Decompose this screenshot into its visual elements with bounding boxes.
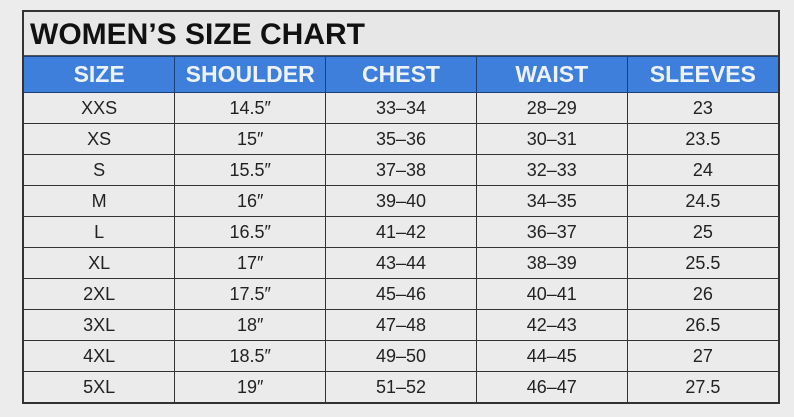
cell-sleeves: 26 — [626, 278, 778, 310]
cell-shoulder: 14.5″ — [174, 92, 327, 124]
cell-shoulder: 18″ — [174, 309, 327, 341]
cell-shoulder: 17″ — [174, 247, 327, 279]
chart-title: WOMEN’S SIZE CHART — [24, 12, 778, 56]
cell-shoulder: 16.5″ — [174, 216, 327, 248]
cell-waist: 40–41 — [475, 278, 628, 310]
table-row: XXS 14.5″ 33–34 28–29 23 — [24, 92, 778, 124]
table-row: M 16″ 39–40 34–35 24.5 — [24, 185, 778, 217]
table-row: 4XL 18.5″ 49–50 44–45 27 — [24, 340, 778, 372]
cell-waist: 36–37 — [475, 216, 628, 248]
cell-size: XXS — [24, 92, 176, 124]
cell-chest: 47–48 — [325, 309, 477, 341]
cell-size: 4XL — [24, 340, 176, 372]
cell-size: M — [24, 185, 176, 217]
cell-waist: 34–35 — [475, 185, 628, 217]
cell-size: S — [24, 154, 176, 186]
cell-sleeves: 24 — [626, 154, 778, 186]
table-row: L 16.5″ 41–42 36–37 25 — [24, 216, 778, 248]
table-row: S 15.5″ 37–38 32–33 24 — [24, 154, 778, 186]
cell-chest: 37–38 — [325, 154, 477, 186]
column-header-chest: CHEST — [325, 56, 477, 93]
cell-chest: 41–42 — [325, 216, 477, 248]
cell-shoulder: 19″ — [174, 371, 327, 402]
cell-chest: 39–40 — [325, 185, 477, 217]
column-header-waist: WAIST — [475, 56, 628, 93]
cell-shoulder: 16″ — [174, 185, 327, 217]
cell-chest: 49–50 — [325, 340, 477, 372]
column-header-shoulder: SHOULDER — [174, 56, 327, 93]
cell-waist: 30–31 — [475, 123, 628, 155]
cell-size: 3XL — [24, 309, 176, 341]
header-row: SIZE SHOULDER CHEST WAIST SLEEVES — [24, 56, 778, 93]
cell-sleeves: 27 — [626, 340, 778, 372]
cell-sleeves: 25.5 — [626, 247, 778, 279]
cell-sleeves: 26.5 — [626, 309, 778, 341]
cell-chest: 51–52 — [325, 371, 477, 402]
cell-shoulder: 17.5″ — [174, 278, 327, 310]
table-row: 5XL 19″ 51–52 46–47 27.5 — [24, 371, 778, 402]
table-row: 3XL 18″ 47–48 42–43 26.5 — [24, 309, 778, 341]
cell-waist: 46–47 — [475, 371, 628, 402]
cell-waist: 44–45 — [475, 340, 628, 372]
size-chart: WOMEN’S SIZE CHART SIZE SHOULDER CHEST WAIS… — [22, 10, 780, 404]
column-header-sleeves: SLEEVES — [626, 56, 778, 93]
cell-size: 2XL — [24, 278, 176, 310]
cell-size: 5XL — [24, 371, 176, 402]
cell-waist: 28–29 — [475, 92, 628, 124]
cell-shoulder: 15.5″ — [174, 154, 327, 186]
cell-sleeves: 23.5 — [626, 123, 778, 155]
table-row: XS 15″ 35–36 30–31 23.5 — [24, 123, 778, 155]
cell-sleeves: 27.5 — [626, 371, 778, 402]
table-row: XL 17″ 43–44 38–39 25.5 — [24, 247, 778, 279]
cell-chest: 45–46 — [325, 278, 477, 310]
cell-sleeves: 24.5 — [626, 185, 778, 217]
cell-chest: 35–36 — [325, 123, 477, 155]
cell-shoulder: 18.5″ — [174, 340, 327, 372]
cell-chest: 33–34 — [325, 92, 477, 124]
cell-chest: 43–44 — [325, 247, 477, 279]
table-row: 2XL 17.5″ 45–46 40–41 26 — [24, 278, 778, 310]
cell-waist: 32–33 — [475, 154, 628, 186]
size-table: SIZE SHOULDER CHEST WAIST SLEEVES XXS 14.5″ 33… — [24, 56, 778, 402]
cell-size: XS — [24, 123, 176, 155]
column-header-size: SIZE — [24, 56, 176, 93]
cell-waist: 42–43 — [475, 309, 628, 341]
cell-shoulder: 15″ — [174, 123, 327, 155]
cell-waist: 38–39 — [475, 247, 628, 279]
cell-sleeves: 25 — [626, 216, 778, 248]
cell-sleeves: 23 — [626, 92, 778, 124]
cell-size: L — [24, 216, 176, 248]
cell-size: XL — [24, 247, 176, 279]
